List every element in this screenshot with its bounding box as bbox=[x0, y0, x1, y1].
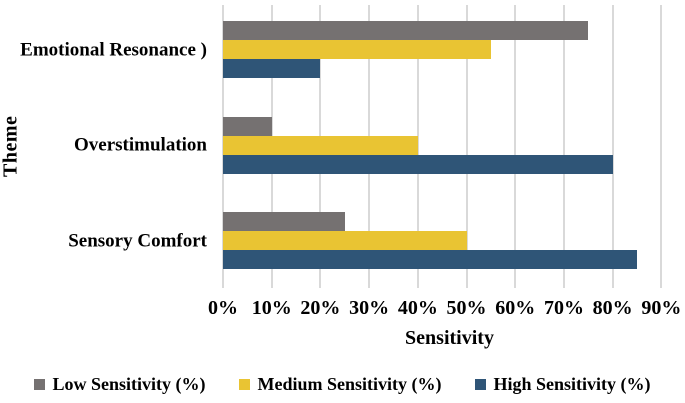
x-tick-label: 0% bbox=[208, 297, 238, 319]
legend-swatch bbox=[239, 379, 251, 390]
category-label: Emotional Resonance ) bbox=[20, 39, 207, 60]
gridline bbox=[660, 5, 663, 288]
x-tick-label: 60% bbox=[495, 297, 536, 319]
x-tick-label: 90% bbox=[641, 297, 682, 319]
x-tick-label: 70% bbox=[543, 297, 584, 319]
category-label: Overstimulation bbox=[74, 134, 207, 156]
bar bbox=[223, 250, 638, 269]
legend-swatch bbox=[475, 379, 487, 390]
bar bbox=[223, 116, 272, 136]
legend-item: Medium Sensitivity (%) bbox=[239, 374, 441, 395]
plot-area bbox=[222, 5, 676, 288]
x-tick-label: 50% bbox=[446, 297, 487, 319]
legend-item: High Sensitivity (%) bbox=[475, 374, 651, 395]
gridline bbox=[611, 5, 614, 288]
bar bbox=[223, 212, 345, 231]
gridline bbox=[465, 5, 468, 288]
legend-label: High Sensitivity (%) bbox=[493, 374, 651, 394]
bar bbox=[223, 40, 491, 59]
x-tick-label: 80% bbox=[592, 297, 633, 319]
x-tick-label: 30% bbox=[349, 297, 390, 319]
legend-label: Medium Sensitivity (%) bbox=[257, 374, 442, 394]
bar bbox=[223, 135, 418, 155]
bar bbox=[223, 231, 467, 250]
x-tick-label: 10% bbox=[251, 297, 292, 319]
bar bbox=[223, 21, 589, 40]
x-tick-label: 40% bbox=[397, 297, 438, 319]
legend: Low Sensitivity (%) Medium Sensitivity (%… bbox=[0, 374, 685, 395]
gridline bbox=[514, 5, 517, 288]
gridline bbox=[416, 5, 419, 288]
bar bbox=[223, 59, 321, 78]
x-axis-tick-labels: 0% 10% 20% 30% 40% 50% 60% 70% 80% 90% bbox=[208, 297, 681, 321]
x-tick-label: 20% bbox=[300, 297, 341, 319]
x-axis-title: Sensitivity bbox=[405, 327, 494, 349]
legend-swatch bbox=[34, 379, 46, 390]
legend-item: Low Sensitivity (%) bbox=[34, 374, 205, 395]
bar bbox=[223, 154, 613, 174]
legend-label: Low Sensitivity (%) bbox=[52, 374, 206, 394]
category-labels: Emotional Resonance ) Overstimulation Sens… bbox=[0, 5, 207, 288]
category-label: Sensory Comfort bbox=[68, 230, 207, 251]
gridline bbox=[562, 5, 565, 288]
